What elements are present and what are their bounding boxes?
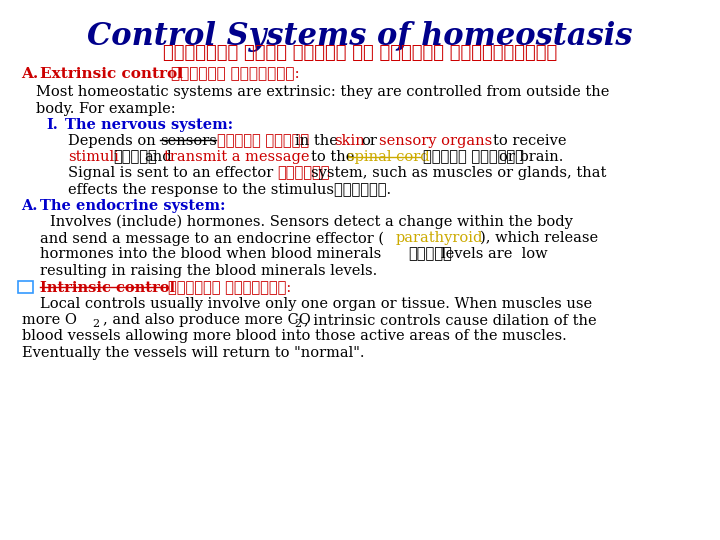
Text: sensors: sensors: [160, 134, 217, 148]
Text: body. For example:: body. For example:: [36, 102, 176, 116]
Text: resulting in raising the blood minerals levels.: resulting in raising the blood minerals …: [40, 264, 377, 278]
Text: levels are  low: levels are low: [441, 247, 547, 261]
Text: and: and: [144, 150, 171, 164]
Text: Local controls usually involve only one organ or tissue. When muscles use: Local controls usually involve only one …: [40, 297, 592, 311]
Text: Eventually the vessels will return to "normal".: Eventually the vessels will return to "n…: [22, 346, 364, 360]
Text: stimuli: stimuli: [68, 150, 120, 164]
Text: Extrinsic control: Extrinsic control: [40, 67, 182, 81]
Text: , and also produce more CO: , and also produce more CO: [103, 313, 311, 327]
Text: الأجهزة التي تتحكم في الثبات الفسيولوجي: الأجهزة التي تتحكم في الثبات الفسيولوجي: [163, 44, 557, 62]
Text: to the: to the: [311, 150, 354, 164]
Text: transmit a message: transmit a message: [164, 150, 310, 164]
Text: The nervous system:: The nervous system:: [65, 118, 233, 132]
Text: Signal is sent to an effector: Signal is sent to an effector: [68, 166, 274, 180]
Text: A.: A.: [22, 199, 38, 213]
Text: in the: in the: [295, 134, 338, 148]
Text: system, such as muscles or glands, that: system, such as muscles or glands, that: [311, 166, 606, 180]
Text: 2: 2: [92, 319, 99, 329]
Text: hormones into the blood when blood minerals: hormones into the blood when blood miner…: [40, 247, 381, 261]
Text: Involves (include) hormones. Sensors detect a change within the body: Involves (include) hormones. Sensors det…: [50, 215, 573, 230]
Text: blood vessels allowing more blood into those active areas of the muscles.: blood vessels allowing more blood into t…: [22, 329, 567, 343]
Text: to receive: to receive: [493, 134, 567, 148]
Text: The endocrine system:: The endocrine system:: [40, 199, 225, 213]
Text: Control Systems of homeostasis: Control Systems of homeostasis: [87, 21, 633, 51]
Text: and send a message to an endocrine effector (: and send a message to an endocrine effec…: [40, 231, 384, 246]
Text: sensory organs: sensory organs: [379, 134, 492, 148]
Text: parathyroid: parathyroid: [396, 231, 483, 245]
Text: Most homeostatic systems are extrinsic: they are controlled from outside the: Most homeostatic systems are extrinsic: …: [36, 85, 609, 99]
Text: Intrinsic control: Intrinsic control: [40, 281, 175, 295]
Text: spinal cord: spinal cord: [347, 150, 430, 164]
Text: or: or: [361, 134, 377, 148]
Text: I.: I.: [47, 118, 58, 132]
Text: Depends on: Depends on: [68, 134, 161, 148]
Text: مستجيب: مستجيب: [277, 166, 330, 180]
Text: skin: skin: [334, 134, 365, 148]
Text: effects the response to the stimulusمحفزات.: effects the response to the stimulusمحفز…: [68, 183, 392, 197]
Text: , intrinsic controls cause dilation of the: , intrinsic controls cause dilation of t…: [304, 313, 596, 327]
Text: more O: more O: [22, 313, 76, 327]
Text: A.: A.: [22, 67, 39, 81]
Text: ), which release: ), which release: [480, 231, 598, 245]
Text: or brain.: or brain.: [499, 150, 563, 164]
Text: معادن: معادن: [408, 247, 452, 261]
Text: منبهه: منبهه: [113, 150, 157, 164]
Text: مناطق إحساس: مناطق إحساس: [217, 134, 310, 148]
Text: التحكم الداخلي:: التحكم الداخلي:: [168, 281, 292, 295]
Text: 2: 2: [294, 319, 301, 329]
Text: التحكم الخارجي:: التحكم الخارجي:: [171, 67, 300, 81]
Text: الحبل الشوكي: الحبل الشوكي: [423, 150, 523, 164]
